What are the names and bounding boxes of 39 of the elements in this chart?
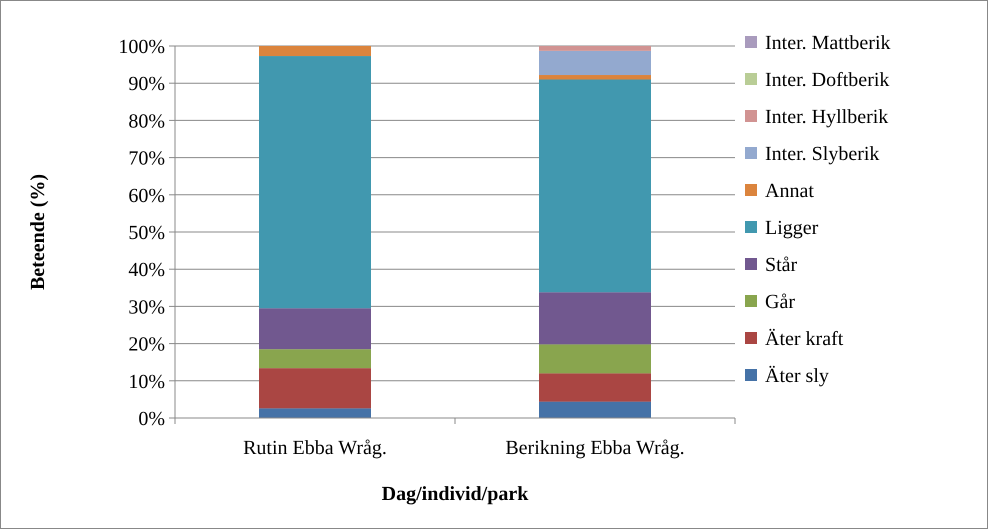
bar [539, 79, 651, 292]
x-tick-label: Rutin Ebba Wråg. [243, 437, 387, 459]
bar [539, 46, 651, 51]
y-tick-label: 70% [128, 148, 165, 170]
legend-label: Inter. Hyllberik [765, 106, 888, 128]
legend-label: Inter. Doftberik [765, 69, 890, 91]
legend-label: Ligger [765, 217, 819, 239]
y-tick-label: 10% [128, 370, 165, 393]
x-tick-label: Berikning Ebba Wråg. [505, 437, 685, 459]
legend-label: Går [765, 291, 796, 313]
bar [539, 50, 651, 76]
y-tick-label: 100% [118, 36, 165, 58]
bar [259, 56, 371, 308]
legend-label: Står [765, 254, 798, 276]
bar [539, 292, 651, 344]
legend-label: Äter kraft [765, 328, 844, 350]
bar [259, 46, 371, 56]
bar [259, 349, 371, 368]
bar [259, 368, 371, 408]
y-tick-label: 50% [128, 222, 165, 244]
y-tick-label: 90% [128, 73, 165, 96]
y-tick-label: 30% [128, 296, 165, 318]
x-axis-title: Dag/individ/park [382, 483, 530, 505]
legend-label: Äter sly [765, 365, 829, 387]
legend-label: Inter. Mattberik [765, 32, 891, 54]
y-tick-label: 0% [138, 408, 165, 430]
y-tick-label: 60% [128, 184, 165, 207]
bar [539, 344, 651, 374]
bar [539, 373, 651, 402]
legend-label: Inter. Slyberik [765, 143, 880, 165]
y-tick-label: 80% [128, 110, 165, 132]
y-tick-label: 20% [128, 334, 165, 356]
bar [259, 408, 371, 418]
bar [259, 308, 371, 350]
bar [539, 75, 651, 80]
bar [539, 402, 651, 418]
y-axis-title: Beteende (%) [27, 174, 49, 290]
y-tick-label: 40% [128, 259, 165, 282]
legend-label: Annat [765, 180, 814, 202]
